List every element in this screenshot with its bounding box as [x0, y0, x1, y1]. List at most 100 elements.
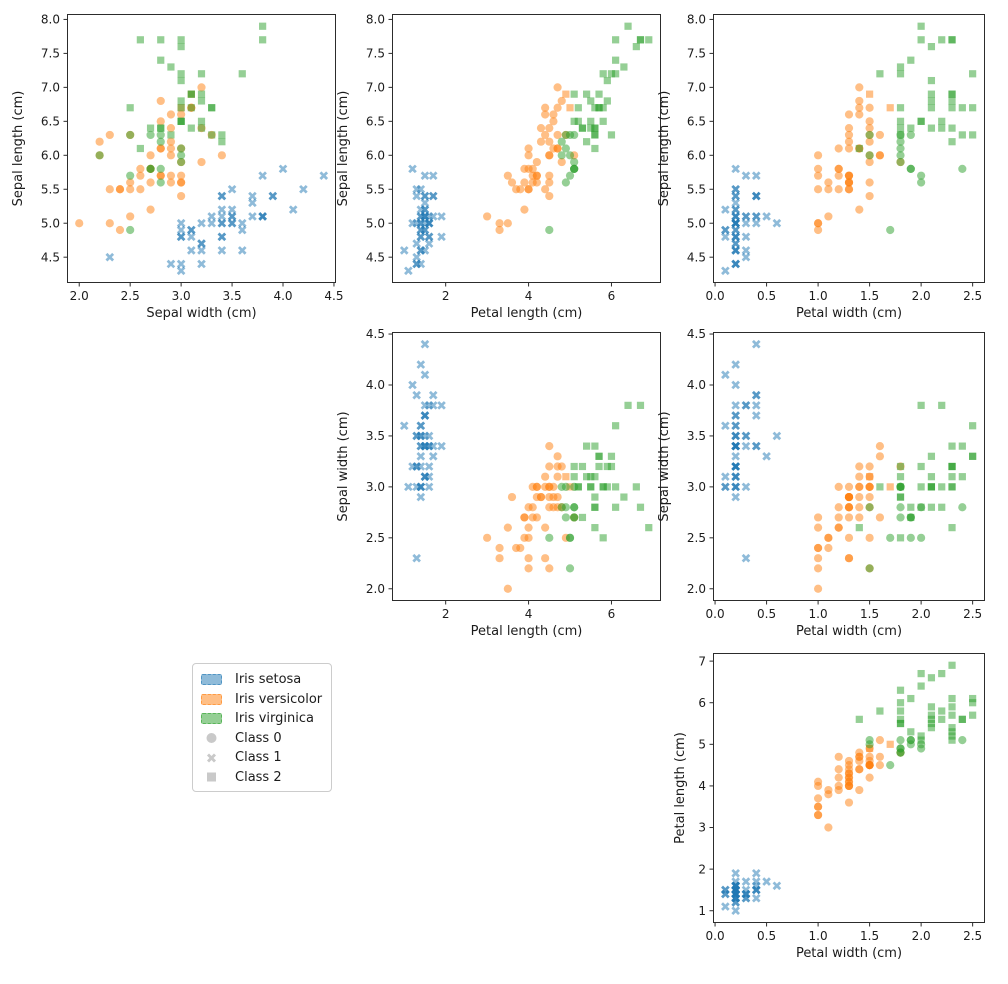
x-tick-label: 2 [442, 607, 450, 621]
x-tick-label: 2.5 [121, 289, 140, 303]
x-tick-label: 1.0 [809, 289, 828, 303]
data-point-x [420, 171, 430, 180]
data-point-x [428, 191, 438, 201]
data-point-circle [536, 124, 546, 133]
legend: Iris setosa Iris versicolor Iris virginica… [192, 663, 332, 792]
data-point-circle [865, 773, 874, 782]
data-point-square [938, 117, 946, 125]
subplot-petal-length-vs-sepal-length: 2 4 6 4.5 5.0 5.5 6.0 6.5 7.0 7.5 8.0 Petal length … [336, 13, 661, 321]
data-point-x [731, 441, 740, 451]
data-point-x [772, 881, 782, 891]
data-point-x [399, 246, 409, 255]
y-tick-label: 2 [698, 862, 706, 876]
data-point-circle [896, 736, 905, 745]
data-point-square [583, 473, 591, 481]
data-point-x [751, 171, 761, 180]
data-point-circle [813, 219, 823, 228]
data-point-x [731, 360, 740, 369]
y-tick-label: 4.0 [687, 378, 706, 392]
data-point-circle [166, 171, 176, 180]
data-point-circle [545, 225, 554, 235]
x-tick-label: 4 [525, 607, 533, 621]
x-axis-label: Petal length (cm) [471, 624, 583, 639]
data-point-circle [865, 492, 874, 502]
x-tick-label: 0.5 [757, 607, 776, 621]
data-point-square [157, 56, 165, 64]
data-point-x [187, 225, 196, 235]
data-point-x [762, 452, 771, 461]
x-axis-label: Petal width (cm) [796, 624, 902, 639]
subplot-petal-width-vs-petal-length: 0.0 0.5 1.0 1.5 2.0 2.5 1 2 3 4 5 6 7 Petal width (cm… [673, 653, 985, 961]
data-point-x [268, 191, 278, 201]
data-point-square [591, 493, 599, 501]
data-point-x [227, 212, 237, 221]
y-tick-label: 7.5 [366, 47, 385, 61]
data-point-square [948, 90, 956, 98]
data-point-circle [177, 178, 186, 187]
data-point-x [258, 212, 267, 221]
x-tick-label: 1.5 [860, 607, 879, 621]
x-axis-label: Petal width (cm) [796, 946, 902, 961]
data-point-circle [146, 164, 155, 173]
data-point-x [731, 421, 740, 431]
data-point-circle [524, 564, 533, 573]
data-point-square [574, 483, 582, 491]
data-point-circle [896, 144, 905, 153]
data-point-circle [553, 103, 562, 112]
y-tick-label: 6.5 [41, 115, 60, 129]
data-point-square [948, 732, 956, 740]
data-point-x [412, 431, 421, 441]
data-point-circle [865, 503, 874, 512]
data-point-square [958, 131, 966, 139]
x-tick-label: 0.0 [706, 289, 725, 303]
axis-ticks: 0.0 0.5 1.0 1.5 2.0 2.5 1 2 3 4 5 6 7 [698, 654, 982, 943]
axis-ticks: 2.0 2.5 3.0 3.5 4.0 4.5 4.5 5.0 5.5 6.0 6.5 7.0 7.5 8… [41, 13, 344, 303]
y-tick-label: 4.0 [366, 378, 385, 392]
data-point-circle [865, 564, 874, 573]
axis-ticks: 2 4 6 2.0 2.5 3.0 3.5 4.0 4.5 [366, 327, 615, 621]
data-point-square [197, 70, 206, 78]
data-point-x [741, 889, 751, 899]
x-tick-label: 0.5 [757, 289, 776, 303]
data-point-square [624, 401, 632, 409]
data-point-square [570, 473, 578, 481]
x-tick-label: 2.0 [912, 929, 931, 943]
y-tick-label: 4.5 [687, 327, 706, 341]
x-tick-label: 1.0 [809, 607, 828, 621]
data-point-square [157, 124, 165, 132]
data-point-x [166, 259, 176, 269]
data-point-square [197, 124, 206, 132]
data-point-x [416, 462, 426, 471]
data-point-square [907, 56, 915, 64]
data-point-circle [834, 185, 843, 194]
y-axis-label: Sepal width (cm) [336, 411, 351, 521]
data-point-square [917, 462, 925, 471]
data-point-circle [855, 462, 864, 471]
data-point-circle [886, 533, 895, 542]
data-point-square [599, 483, 607, 491]
data-point-circle [553, 472, 562, 481]
data-point-x [751, 212, 761, 221]
data-point-circle [565, 564, 575, 573]
data-point-square [896, 707, 905, 715]
data-point-x [731, 462, 740, 471]
data-point-square [886, 104, 894, 112]
data-point-circle [834, 503, 843, 512]
data-point-square [948, 36, 956, 44]
y-tick-label: 5.5 [687, 182, 706, 196]
x-axis-label: Petal width (cm) [796, 306, 902, 321]
data-point-x [731, 239, 740, 248]
plot-border [713, 14, 985, 283]
data-point-circle [483, 533, 492, 542]
data-point-circle [545, 533, 554, 542]
data-point-x [751, 218, 761, 228]
data-point-circle [557, 462, 566, 471]
data-point-square [636, 503, 645, 511]
data-point-circle [824, 543, 833, 553]
data-point-square [208, 104, 216, 112]
data-point-square [917, 732, 925, 740]
data-point-x [731, 184, 740, 194]
data-point-square [177, 43, 185, 51]
data-point-circle [197, 157, 206, 167]
data-point-circle [557, 151, 566, 160]
